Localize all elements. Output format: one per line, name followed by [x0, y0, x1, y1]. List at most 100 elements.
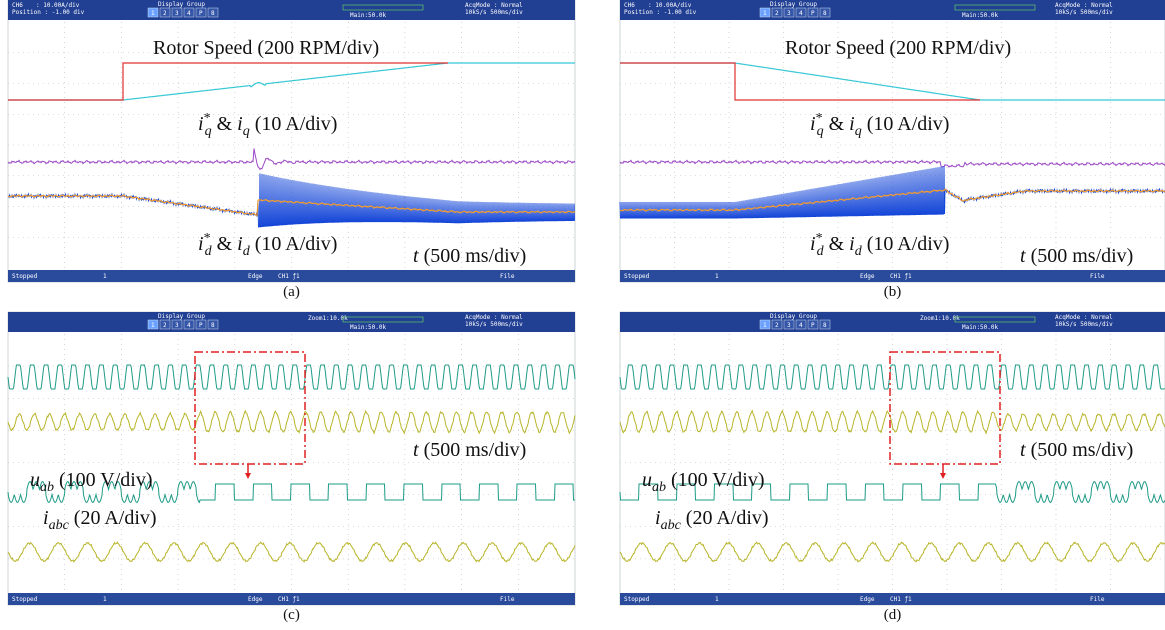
footer-trigger: Edge [860, 273, 875, 280]
tab-label: 4 [187, 322, 191, 329]
header-acq: AcqMode : Normal [1055, 2, 1113, 9]
footer-source: CH1 ƒ1 [278, 273, 300, 280]
footer-file: File [1090, 273, 1105, 280]
annotation-part: & [824, 233, 850, 255]
annotation-part: u [30, 469, 40, 491]
annotation-part: (500 ms/div) [1026, 245, 1134, 267]
caption: (b) [884, 284, 902, 300]
tab-label: 8 [211, 322, 215, 329]
tab-label: 8 [211, 10, 215, 17]
annotation-part: u [642, 469, 652, 491]
footer-count: 1 [715, 273, 719, 280]
header-main: Main:50.0k [350, 324, 387, 331]
tab-label: 8 [823, 10, 827, 17]
footer-status: Stopped [624, 273, 650, 280]
header-rate: 10kS/s 500ms/div [465, 9, 523, 16]
header-main: Main:50.0k [962, 12, 999, 19]
annotation: Rotor Speed (200 RPM/div) [785, 37, 1011, 59]
annotation-part: abc [661, 518, 682, 533]
header-scale: : 10.00A/div [36, 2, 80, 9]
annotation-part: (500 ms/div) [1026, 439, 1134, 461]
annotation-part: (20 A/div) [681, 507, 769, 529]
header-display-group: Display Group [158, 1, 205, 8]
footer-trigger: Edge [248, 273, 263, 280]
annotation-part: (10 A/div) [862, 233, 950, 255]
scope-screen: CH6 : 10.00A/divPosition : -1.00 div Displ… [8, 0, 575, 282]
header-channel: CH6 [624, 2, 635, 9]
footer-count: 1 [103, 596, 107, 603]
tab-label: 1 [151, 10, 155, 17]
annotation-part: (20 A/div) [69, 507, 157, 529]
footer-source: CH1 ƒ1 [890, 596, 912, 603]
annotation-part: ab [40, 480, 54, 495]
footer-source: CH1 ƒ1 [278, 596, 300, 603]
scope-screen: Display Group1234P8Zoom1:10.0kMain:50.0k… [620, 312, 1165, 605]
tab-label: 8 [823, 322, 827, 329]
header-zoom: Zoom1:10.0k [308, 315, 348, 322]
footer-file: File [500, 273, 515, 280]
annotation-part: ab [652, 480, 666, 495]
annotation-part: (10 A/div) [250, 233, 338, 255]
header-rate: 10kS/s 500ms/div [1055, 9, 1113, 16]
footer-status: Stopped [12, 273, 38, 280]
caption: (c) [283, 607, 300, 623]
annotation-part: Rotor Speed (200 RPM/div) [153, 37, 379, 59]
annotation-part: abc [49, 518, 70, 533]
tab-label: 1 [763, 10, 767, 17]
header-channel: CH6 [12, 2, 23, 9]
tab-label: 3 [787, 10, 791, 17]
annotation: i*d & id (10 A/div) [198, 231, 337, 259]
tab-label: 2 [163, 10, 167, 17]
footer-source: CH1 ƒ1 [890, 273, 912, 280]
tab-label: 4 [799, 322, 803, 329]
annotation-part: q [817, 124, 824, 139]
tab-label: 4 [799, 10, 803, 17]
annotation: t (500 ms/div) [1020, 439, 1133, 461]
footer-status: Stopped [12, 596, 38, 603]
tab-label: 3 [787, 322, 791, 329]
annotation-part: & [212, 233, 238, 255]
annotation-part: (10 A/div) [862, 113, 950, 135]
annotation: i*q & iq (10 A/div) [198, 111, 337, 139]
annotation-part: (10 A/div) [250, 113, 338, 135]
annotation-part: (100 V/div) [54, 469, 153, 491]
figure: CH6 : 10.00A/divPosition : -1.00 div Displ… [0, 0, 1165, 630]
footer-file: File [500, 596, 515, 603]
header-main: Main:50.0k [962, 324, 999, 331]
annotation: i*q & iq (10 A/div) [810, 111, 949, 139]
scope-screen: CH6: 10.00A/divPosition : -1.00 divDispl… [620, 0, 1165, 282]
header-display-group: Display Group [770, 313, 817, 320]
annotation-part: & [212, 113, 238, 135]
header-position: Position : -1.00 div [12, 9, 85, 16]
footer-file: File [1090, 596, 1105, 603]
annotation-part: (500 ms/div) [419, 439, 527, 461]
footer-status: Stopped [624, 596, 650, 603]
tab-label: P [199, 10, 203, 17]
footer-count: 1 [715, 596, 719, 603]
annotation-part: q [855, 124, 862, 139]
header-rate: 10kS/s 500ms/div [1055, 321, 1113, 328]
header-main: Main:50.0k [350, 12, 387, 19]
tab-label: 1 [763, 322, 767, 329]
tab-label: 1 [151, 322, 155, 329]
tab-label: P [811, 322, 815, 329]
header-acq: AcqMode : Normal [465, 2, 523, 9]
annotation-part: (100 V/div) [666, 469, 765, 491]
annotation: t (500 ms/div) [413, 439, 526, 461]
tab-label: P [811, 10, 815, 17]
footer-trigger: Edge [248, 596, 263, 603]
annotation: t (500 ms/div) [413, 245, 526, 267]
page: {"panels":[ {"header":{"channel":"CH6","… [0, 0, 1165, 630]
annotation-part: q [243, 124, 250, 139]
header-zoom: Zoom1:10.0k [920, 315, 960, 322]
footer-count: 1 [103, 273, 107, 280]
header-display-group: Display Group [158, 313, 205, 320]
annotation-part: & [824, 113, 850, 135]
annotation-part: Rotor Speed (200 RPM/div) [785, 37, 1011, 59]
annotation: Rotor Speed (200 RPM/div) [153, 37, 379, 59]
footer-trigger: Edge [860, 596, 875, 603]
tab-label: P [199, 322, 203, 329]
tab-label: 4 [187, 10, 191, 17]
caption: (a) [283, 284, 300, 300]
